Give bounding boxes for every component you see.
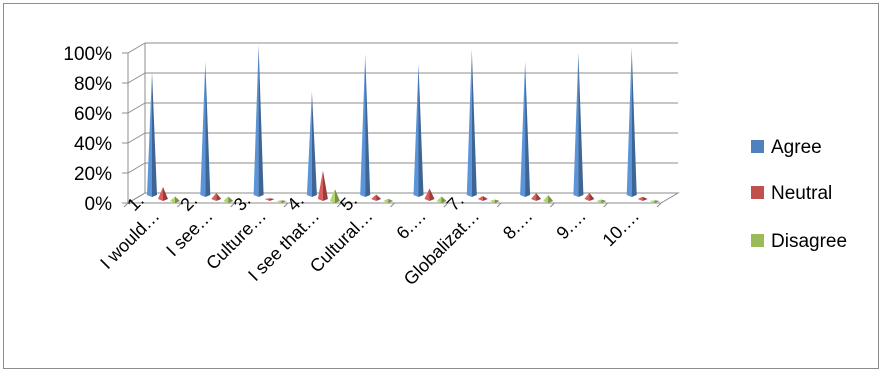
x-tick-mark [496, 202, 502, 208]
legend-label-agree: Agree [771, 137, 822, 158]
x-tick-mark [230, 202, 235, 208]
cone-neutral [211, 193, 222, 201]
y-tick-label: 60% [74, 104, 112, 125]
cone-neutral [317, 170, 328, 201]
x-tick-mark [283, 202, 289, 208]
x-tick-mark [443, 202, 449, 208]
category-label: 6.… [392, 206, 429, 243]
legend-swatch-disagree [751, 234, 764, 247]
cone-neutral [477, 196, 488, 201]
cone-agree [253, 45, 264, 197]
cone-disagree [543, 195, 554, 203]
cone-agree [626, 48, 637, 197]
cone-agree [306, 91, 317, 197]
cone-disagree [436, 196, 447, 203]
y-tick-label: 20% [74, 164, 112, 185]
side-gridline [127, 72, 146, 84]
category-label: 10.… [599, 206, 644, 251]
legend-swatch-neutral [751, 186, 764, 199]
cone-neutral [584, 193, 595, 201]
legend-label-disagree: Disagree [771, 231, 847, 252]
cone-neutral [531, 193, 542, 201]
cone-neutral [424, 188, 435, 201]
x-tick-mark [123, 202, 129, 208]
x-tick-mark [176, 202, 182, 208]
x-tick-mark [603, 202, 609, 208]
legend-label-neutral: Neutral [771, 183, 832, 204]
x-tick-mark [336, 202, 342, 208]
cone-neutral [637, 196, 648, 201]
category-label: 7.Globalizat… [384, 190, 483, 289]
cone-agree [147, 72, 157, 197]
side-gridline [127, 132, 146, 144]
cone-disagree [223, 196, 234, 203]
chart-frame [3, 3, 879, 369]
legend-swatch-agree [751, 140, 764, 153]
side-gridline [127, 162, 146, 174]
cone-agree [573, 52, 584, 197]
cone-neutral [158, 187, 168, 201]
cone-agree [413, 64, 424, 197]
cone-disagree [596, 199, 607, 203]
side-gridline [127, 102, 146, 114]
cone-disagree [276, 200, 287, 203]
cone-disagree [649, 200, 660, 203]
y-tick-label: 100% [63, 44, 112, 65]
cone-neutral [264, 198, 275, 201]
chart-floor [126, 192, 680, 204]
cone-disagree [489, 199, 500, 203]
cone-agree [200, 61, 211, 197]
cone-disagree [170, 196, 180, 203]
cone-disagree [329, 189, 340, 203]
y-tick-label: 40% [74, 134, 112, 155]
cone-agree [466, 49, 477, 197]
cone-disagree [383, 198, 394, 203]
cone-neutral [371, 194, 382, 201]
x-tick-mark [550, 202, 555, 208]
cone-agree [520, 61, 531, 197]
y-tick-label: 0% [85, 194, 113, 215]
category-label: 9.… [552, 206, 589, 243]
category-label: 8.… [499, 206, 536, 243]
side-gridline [127, 42, 146, 54]
y-tick-label: 80% [74, 74, 112, 95]
x-tick-mark [656, 202, 662, 208]
x-tick-mark [390, 202, 395, 208]
cone-agree [360, 54, 371, 197]
